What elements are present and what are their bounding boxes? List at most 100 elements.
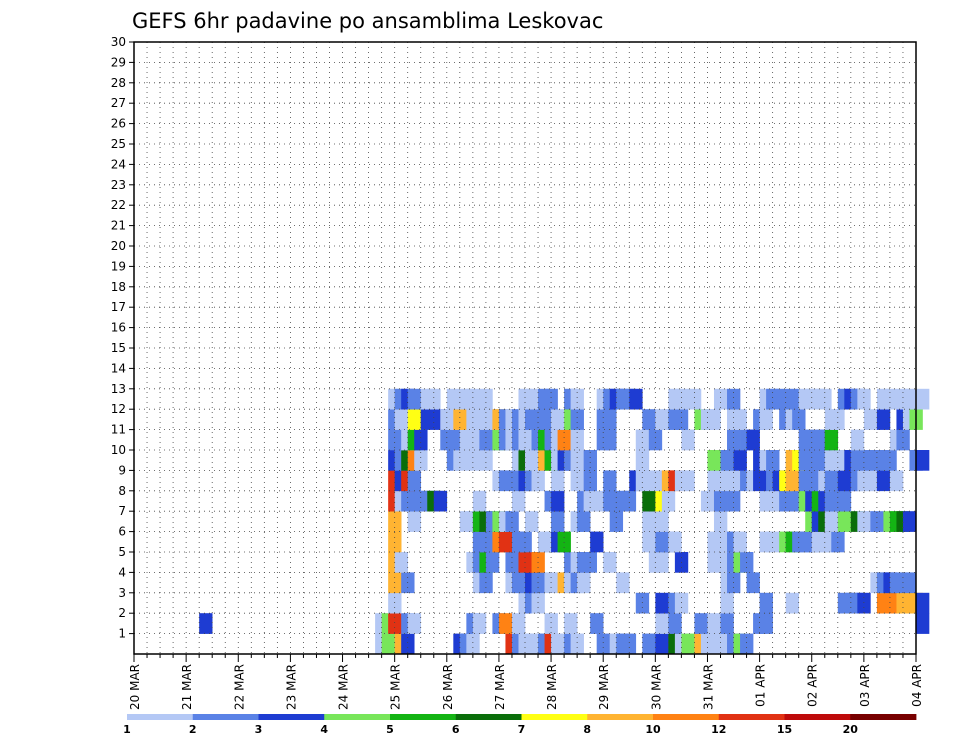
heatmap-cell bbox=[857, 592, 871, 614]
heatmap-cell bbox=[466, 450, 480, 471]
heatmap-cell bbox=[727, 429, 741, 451]
heatmap-cell bbox=[766, 450, 780, 471]
x-tick-label: 23 MAR bbox=[284, 664, 298, 710]
heatmap-cell bbox=[916, 592, 930, 614]
heatmap-cell bbox=[720, 592, 734, 614]
heatmap-cell bbox=[642, 531, 656, 553]
heatmap-cell bbox=[635, 450, 650, 471]
heatmap-cell bbox=[837, 511, 852, 532]
heatmap-cell bbox=[570, 388, 584, 410]
heatmap-cell bbox=[902, 388, 917, 410]
colorbar-segment bbox=[455, 714, 522, 720]
heatmap-cell bbox=[472, 613, 487, 634]
heatmap-cell bbox=[883, 450, 897, 471]
heatmap-cell bbox=[551, 511, 565, 532]
heatmap-cell bbox=[453, 409, 467, 430]
heatmap-cell bbox=[792, 409, 806, 430]
heatmap-cell bbox=[388, 511, 402, 532]
heatmap-cell bbox=[498, 531, 513, 553]
heatmap-cell bbox=[746, 429, 760, 451]
heatmap-cell bbox=[681, 633, 695, 655]
chart-title: GEFS 6hr padavine po ansamblima Leskovac bbox=[132, 9, 603, 33]
heatmap-cell bbox=[713, 470, 728, 492]
heatmap-cell bbox=[902, 511, 917, 532]
colorbar-label: 20 bbox=[843, 723, 859, 736]
heatmap-cell bbox=[407, 409, 422, 430]
heatmap-cell bbox=[401, 633, 415, 655]
heatmap-cell bbox=[655, 511, 669, 532]
heatmap-cell bbox=[727, 388, 741, 410]
heatmap-cell bbox=[394, 409, 408, 430]
colorbar-segment bbox=[324, 714, 391, 720]
heatmap-cell bbox=[674, 409, 689, 430]
heatmap-cell bbox=[902, 572, 917, 594]
y-axis-ticks: 1234567891011121314151617181920212223242… bbox=[111, 35, 134, 641]
heatmap-cell bbox=[570, 429, 584, 451]
heatmap-cell bbox=[713, 511, 728, 532]
heatmap-cell bbox=[766, 531, 780, 553]
y-tick-label: 18 bbox=[111, 280, 126, 294]
heatmap-cell bbox=[596, 633, 611, 655]
x-tick-label: 21 MAR bbox=[180, 664, 194, 710]
heatmap-cell bbox=[740, 633, 754, 655]
heatmap-cell bbox=[583, 450, 597, 471]
x-tick-label: 29 MAR bbox=[597, 664, 611, 710]
colorbar-segment bbox=[390, 714, 457, 720]
grid-lines bbox=[134, 42, 916, 654]
heatmap-cell bbox=[603, 429, 617, 451]
heatmap-cell bbox=[655, 552, 669, 573]
heatmap-cell bbox=[388, 613, 402, 634]
heatmap-cell bbox=[772, 388, 786, 410]
heatmap-cell bbox=[798, 429, 813, 451]
heatmap-cell bbox=[818, 388, 832, 410]
heatmap-cell bbox=[590, 613, 604, 634]
heatmap-cell bbox=[785, 592, 799, 614]
colorbar-label: 15 bbox=[777, 723, 792, 736]
heatmap-cell bbox=[863, 409, 878, 430]
heatmap-cell bbox=[407, 470, 422, 492]
heatmap-cell bbox=[472, 490, 487, 512]
heatmap-cell bbox=[407, 388, 422, 410]
heatmap-cell bbox=[388, 592, 402, 614]
heatmap-cell bbox=[518, 531, 532, 553]
y-tick-label: 19 bbox=[111, 259, 126, 273]
heatmap-cell bbox=[687, 388, 702, 410]
heatmap-cell bbox=[681, 470, 695, 492]
heatmap-cell bbox=[759, 613, 773, 634]
x-tick-label: 04 APR bbox=[910, 664, 924, 707]
y-tick-label: 20 bbox=[111, 239, 126, 253]
y-tick-label: 16 bbox=[111, 321, 126, 335]
y-tick-label: 17 bbox=[111, 300, 126, 314]
y-tick-label: 27 bbox=[111, 96, 126, 110]
heatmap-cell bbox=[603, 552, 617, 573]
heatmap-cell bbox=[407, 511, 422, 532]
y-tick-label: 7 bbox=[118, 504, 126, 518]
heatmap-cell bbox=[531, 592, 545, 614]
heatmap-cell bbox=[551, 633, 565, 655]
heatmap-cell bbox=[779, 490, 793, 512]
colorbar-label: 10 bbox=[645, 723, 661, 736]
colorbar-segment bbox=[653, 714, 720, 720]
heatmap-cell bbox=[759, 592, 773, 614]
heatmap-cell bbox=[518, 429, 532, 451]
heatmap-cell bbox=[635, 470, 650, 492]
heatmap-cell bbox=[479, 388, 493, 410]
heatmap-cell bbox=[733, 531, 747, 553]
heatmap-cell bbox=[655, 613, 669, 634]
heatmap-cell bbox=[427, 388, 441, 410]
colorbar-label: 1 bbox=[123, 723, 131, 736]
heatmap-cell bbox=[707, 450, 721, 471]
heatmap-cell bbox=[414, 429, 428, 451]
y-tick-label: 14 bbox=[111, 361, 126, 375]
heatmap-cell bbox=[407, 613, 422, 634]
y-tick-label: 22 bbox=[111, 198, 126, 212]
heatmap-cell bbox=[753, 470, 767, 492]
heatmap-cell bbox=[824, 490, 839, 512]
heatmap-cell bbox=[655, 633, 669, 655]
heatmap-cell bbox=[616, 572, 630, 594]
heatmap-cell bbox=[446, 429, 461, 451]
heatmap-cell bbox=[381, 633, 395, 655]
heatmap-cell bbox=[850, 450, 865, 471]
colorbar-segment bbox=[850, 714, 917, 720]
